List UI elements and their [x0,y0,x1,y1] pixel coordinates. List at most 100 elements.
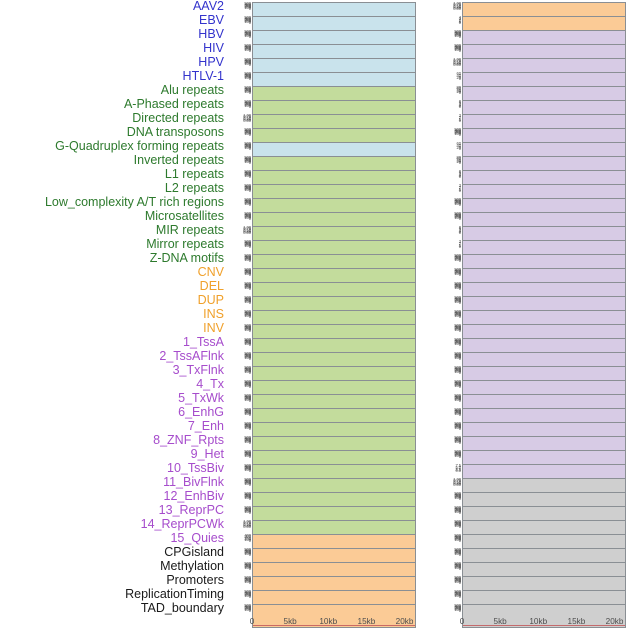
y-tick-label: 300 [454,129,461,135]
y-tick-label: 100 [454,579,461,585]
y-tick-label: 100 [454,201,461,207]
y-tick-label: 200 [244,270,251,276]
y-tick-label: 300 [244,395,251,401]
y-tick-label: 2 [458,103,461,109]
track-right-43: 500 400 300 200 100 0 [438,602,626,630]
y-tick-label: 100 [454,425,461,431]
y-tick-label: 60 [456,156,462,162]
y-tick-label: 0 [248,356,251,362]
y-tick-label: 500 [244,603,251,608]
y-tick-label: 200 [244,508,251,514]
y-tick-label: 0 [248,566,251,572]
y-tick-label: 200 [244,354,251,360]
y-tick-label: 0.50 [243,521,251,527]
y-tick-label: 500 [244,393,251,398]
y-tick-label: 400 [454,548,461,554]
y-tick-label: 0 [458,244,461,250]
y-axis-left-36: 500 400 300 200 100 0 [228,504,252,532]
y-tick-label: 500 [244,575,251,580]
y-tick-label: 0 [458,314,461,320]
y-tick-label: 100 [244,187,251,193]
y-axis-right-39: 500 400 300 200 100 0 [438,546,462,574]
y-tick-label: 100 [454,33,461,39]
y-tick-label: 100 [244,341,251,347]
y-tick-label: 500 [244,239,251,244]
y-axis-left-23: 500 400 300 200 100 0 [228,322,252,350]
y-tick-label: 100 [244,509,251,515]
y-tick-label: 300 [244,213,251,219]
y-tick-label: 5.0 [455,464,461,470]
y-tick-label: 200 [244,312,251,318]
y-tick-label: 400 [244,254,251,260]
y-tick-label: 100 [454,411,461,417]
y-tick-label: 0 [458,258,461,264]
y-tick-label: 300 [244,269,251,275]
y-axis-left-22: 500 400 300 200 100 0 [228,308,252,336]
y-tick-label: 300 [244,493,251,499]
y-tick-label: 0 [248,510,251,516]
y-tick-label: 400 [454,422,461,428]
y-tick-label: 0 [458,566,461,572]
y-tick-label: 100 [244,285,251,291]
y-tick-label: 0 [248,580,251,586]
row-label-hbv: HBV [198,27,224,41]
y-tick-label: 200 [454,424,461,430]
y-tick-label: 200 [454,284,461,290]
y-tick-label: 500 [244,561,251,566]
y-tick-label: 300 [244,437,251,443]
y-tick-label: 40 [456,72,462,78]
y-tick-label: 200 [454,578,461,584]
y-tick-label: 500 [244,547,251,552]
y-tick-label: 200 [454,46,461,52]
y-tick-label: 0.25 [243,117,251,123]
y-tick-label: 100 [244,201,251,207]
y-tick-label: 200 [244,438,251,444]
y-tick-label: 500 [454,197,461,202]
y-tick-label: 400 [244,422,251,428]
y-tick-label: 6 [458,226,461,232]
y-tick-label: 100 [244,131,251,137]
y-tick-label: 100 [244,257,251,263]
y-tick-label: 300 [244,507,251,513]
y-tick-label: 2 [458,184,461,190]
y-tick-label: 200 [454,214,461,220]
y-tick-label: 500 [244,253,251,258]
y-tick-label: 100 [244,313,251,319]
y-tick-label: 200 [244,186,251,192]
y-tick-label: 500 [244,323,251,328]
y-tick-label: 500 [244,155,251,160]
y-tick-label: 0 [458,398,461,404]
y-tick-label: 0.75 [453,478,461,484]
y-tick-label: 200 [244,396,251,402]
baseline [463,624,625,626]
y-tick-label: 0 [248,384,251,390]
y-tick-label: 500 [454,267,461,272]
y-tick-label: 0 [458,580,461,586]
y-tick-label: 500 [244,589,251,594]
y-tick-label: 300 [454,577,461,583]
y-tick-label: 200 [244,256,251,262]
y-tick-label: 0 [248,594,251,600]
y-tick-label: 100 [454,341,461,347]
y-tick-label: 200 [454,354,461,360]
y-tick-label: 500 [244,407,251,412]
y-tick-label: 40 [456,157,462,163]
y-tick-label: 300 [244,549,251,555]
y-tick-label: 4 [458,227,461,233]
y-tick-label: 200 [244,578,251,584]
y-tick-label: 100 [244,173,251,179]
y-tick-label: 80 [456,155,462,160]
y-tick-label: 0.50 [243,115,251,121]
y-axis-right-6: 80 60 40 20 0 [438,84,462,112]
y-tick-label: 0 [248,90,251,96]
y-tick-label: 400 [244,2,251,8]
y-tick-label: 0 [458,370,461,376]
y-tick-label: 300 [454,283,461,289]
right-panel-column: 1.00 0.75 0.50 0.25 0.00 4 3 2 1 0 500 400 300 200 100… [438,0,626,628]
y-tick-label: 3 [458,16,461,22]
y-tick-label: 400 [244,100,251,106]
y-tick-label: 400 [454,254,461,260]
y-tick-label: 200 [454,32,461,38]
y-tick-label: 0.25 [243,229,251,235]
